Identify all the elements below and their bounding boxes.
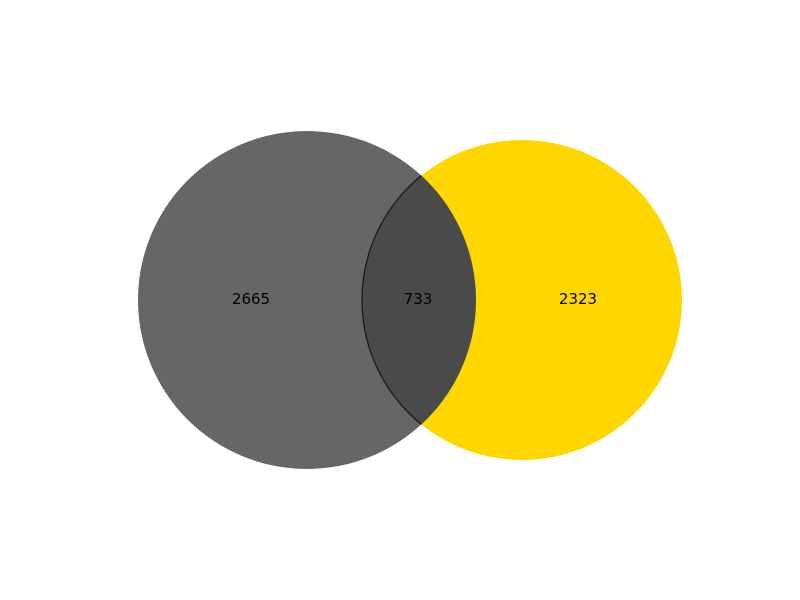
only-b-count-label: 2323 [559,290,597,308]
only-a-count-label: 2665 [232,290,270,308]
intersection-region [361,139,476,461]
intersection-count-label: 733 [404,290,433,308]
